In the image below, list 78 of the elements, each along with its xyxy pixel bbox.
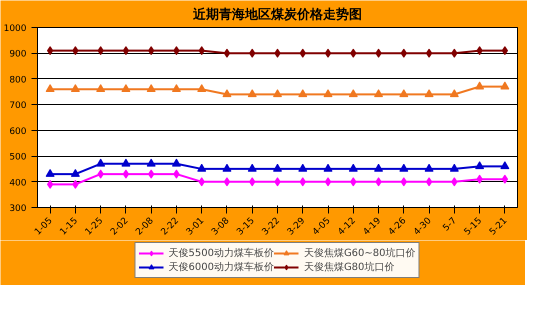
point [374,164,384,172]
point [224,48,230,58]
point [500,82,510,90]
point [72,46,79,56]
y-tick-label: 1000 [4,24,27,34]
point [298,164,308,172]
y-tick-label: 900 [9,50,27,60]
y-tick-label: 400 [9,178,27,188]
point [173,170,180,179]
point [273,164,282,172]
y-tick-label: 300 [9,204,27,214]
point [298,89,308,98]
point [121,84,130,92]
point [222,89,232,98]
point [224,177,230,186]
point [197,84,206,92]
point [146,158,156,167]
legend-label: 天俊5500动力煤车板价 [168,246,274,260]
legend-label: 天俊焦煤G80坑口价 [304,260,394,274]
x-tick-label: 5-7 [441,216,459,234]
point [426,177,432,186]
point [72,180,79,189]
point [500,161,510,170]
point [274,48,281,58]
point [248,164,257,172]
chart-title: 近期青海地区煤炭价格走势图 [192,6,362,22]
point [375,177,382,186]
point [348,89,358,98]
point [146,84,156,92]
point [502,174,508,184]
point [70,84,80,92]
point [122,170,130,179]
point [274,177,281,186]
point [324,164,333,172]
point [46,46,54,56]
point [121,158,130,167]
point [96,84,106,92]
point [451,177,458,186]
point [172,84,181,92]
point [96,158,106,167]
y-tick-label: 800 [9,75,27,86]
point [248,89,257,98]
y-tick-label: 600 [9,126,27,137]
point [426,48,432,58]
point [46,180,54,189]
point [324,48,332,58]
y-tick-label: 700 [9,101,27,112]
point [476,46,483,56]
legend-label: 天俊6000动力煤车板价 [168,260,274,274]
point [97,170,104,179]
point [273,89,282,98]
point [450,164,459,172]
point [197,164,206,172]
point [374,89,384,98]
point [46,168,55,177]
point [70,168,80,177]
y-tick-label: 500 [9,152,27,163]
point [172,158,181,167]
point [424,164,434,172]
point [348,164,358,172]
point [324,177,332,186]
point [502,46,508,56]
point [46,84,55,92]
point [451,48,458,58]
point [222,164,232,172]
point [122,46,130,56]
point [324,89,333,98]
point [475,161,484,170]
legend-label: 天俊焦煤G60~80坑口价 [304,246,416,260]
point [399,89,408,98]
point [424,89,434,98]
point [399,164,408,172]
point [173,46,180,56]
point [97,46,104,56]
point [450,89,459,98]
point [475,82,484,90]
point [476,174,483,184]
point [375,48,382,58]
